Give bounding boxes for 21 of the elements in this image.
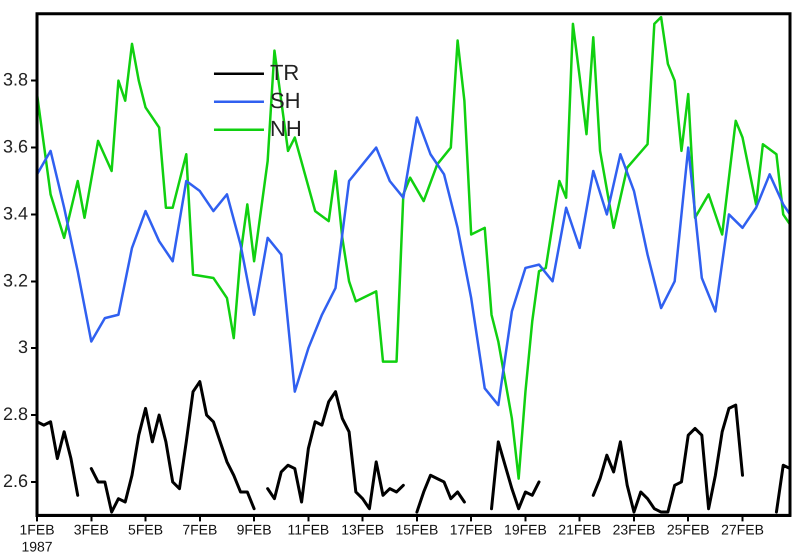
x-tick-label: 5FEB: [128, 522, 164, 538]
x-tick-label: 9FEB: [236, 522, 272, 538]
x-tick-label: 27FEB: [721, 522, 764, 538]
y-tick-label: 3.2: [2, 270, 28, 290]
x-tick-label: 17FEB: [450, 522, 493, 538]
x-tick-label: 23FEB: [612, 522, 656, 538]
y-tick-label: 3.8: [2, 70, 28, 90]
y-tick-label: 3.4: [2, 203, 28, 224]
x-tick-label: 1FEB 1987: [20, 522, 55, 554]
x-tick-label: 21FEB: [558, 522, 602, 538]
y-tick-label: 3.6: [2, 136, 28, 157]
y-tick-label: 2.8: [2, 404, 28, 424]
x-tick-label: 15FEB: [395, 522, 438, 538]
x-tick-label: 13FEB: [341, 522, 384, 538]
x-tick-label: 11FEB: [287, 522, 330, 538]
x-tick-label: 7FEB: [182, 522, 218, 538]
x-tick-label: 3FEB: [74, 522, 109, 538]
x-tick-label: 19FEB: [504, 522, 547, 538]
y-tick-label: 2.6: [2, 470, 28, 491]
y-tick-label: 3: [18, 337, 28, 358]
x-tick-label: 25FEB: [666, 522, 710, 538]
